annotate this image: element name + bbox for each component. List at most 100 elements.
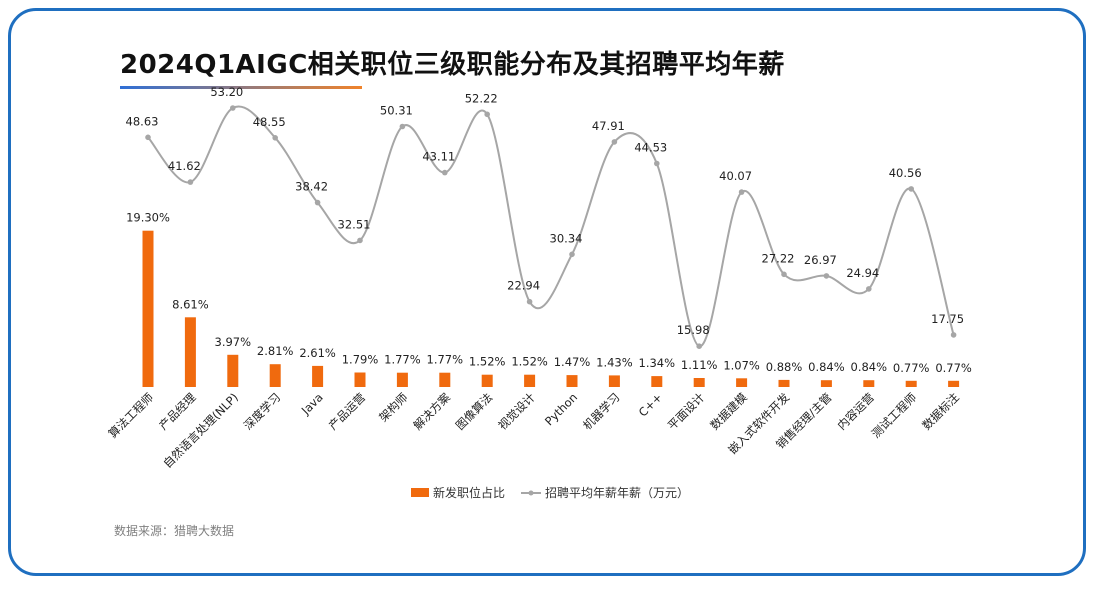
- bar-value-label: 0.88%: [766, 360, 803, 374]
- salary-point-3: [272, 135, 279, 141]
- bar-16: [820, 380, 832, 387]
- bar-value-label: 1.11%: [681, 358, 718, 372]
- bar-value-label: 2.81%: [257, 344, 294, 358]
- salary-point-10: [569, 251, 575, 258]
- salary-line-layer: 48.63 41.62 53.20 48.55 38.42 32.51 50.31 43.11…: [126, 85, 964, 350]
- x-axis-labels: 算法工程师 产品经理自然语言处理(NLP) 深度学习 Java 产品运营 架构师 解决方案图…: [106, 390, 963, 471]
- bar-0: [142, 230, 154, 387]
- bar-3: [269, 364, 281, 387]
- salary-point-19: [950, 332, 957, 338]
- salary-point-11: [611, 139, 618, 145]
- bar-15: [778, 379, 790, 387]
- bar-4: [312, 365, 324, 387]
- salary-value-label: 24.94: [846, 266, 879, 280]
- salary-point-17: [866, 286, 872, 292]
- x-tick-label: 内容运营: [834, 390, 876, 432]
- salary-value-label: 41.62: [168, 159, 201, 173]
- slide-frame: [8, 8, 1086, 576]
- x-tick-label: 自然语言处理(NLP): [160, 390, 241, 471]
- x-tick-label: 机器学习: [580, 390, 622, 432]
- bar-value-label: 0.84%: [808, 360, 845, 374]
- bar-value-label: 1.77%: [384, 353, 421, 367]
- bar-18: [905, 380, 917, 387]
- bar-5: [354, 372, 366, 387]
- x-tick-label: 产品运营: [326, 390, 368, 432]
- salary-point-4: [314, 199, 321, 206]
- salary-point-8: [484, 111, 491, 118]
- bar-17: [863, 380, 875, 387]
- bar-value-label: 1.79%: [342, 353, 379, 367]
- legend-bar-swatch: [411, 488, 429, 497]
- data-source-note: 数据来源：猎聘大数据: [114, 524, 235, 538]
- legend-bar-label: 新发职位占比: [433, 485, 505, 500]
- bar-6: [396, 372, 408, 387]
- x-tick-label: Java: [298, 390, 326, 418]
- salary-point-6: [399, 123, 406, 130]
- legend-line-label: 招聘平均年薪年薪（万元）: [545, 486, 689, 500]
- legend: 新发职位占比 招聘平均年薪年薪（万元）: [411, 485, 689, 500]
- bar-value-label: 1.34%: [639, 356, 676, 370]
- x-tick-label: C++: [636, 390, 665, 419]
- bar-2: [227, 354, 239, 387]
- bar-value-label: 2.61%: [299, 346, 336, 360]
- bar-9: [524, 374, 536, 387]
- x-tick-label: 图像算法: [453, 390, 495, 432]
- salary-value-label: 40.07: [719, 169, 752, 183]
- bar-12: [651, 376, 663, 387]
- chart-title: 2024Q1AIGC相关职位三级职能分布及其招聘平均年薪: [120, 50, 785, 80]
- salary-value-label: 48.55: [253, 115, 286, 129]
- bar-8: [481, 374, 493, 387]
- title-underline: [120, 86, 362, 89]
- salary-value-label: 48.63: [126, 114, 159, 128]
- bar-value-label: 1.52%: [511, 355, 548, 369]
- x-tick-label: 视觉设计: [495, 390, 538, 433]
- salary-value-label: 52.22: [465, 91, 498, 105]
- salary-point-14: [738, 189, 745, 195]
- salary-value-label: 47.91: [592, 119, 625, 133]
- bar-value-label: 1.07%: [723, 358, 760, 372]
- salary-point-13: [696, 343, 702, 350]
- bar-10: [566, 375, 578, 387]
- bar-11: [608, 375, 620, 387]
- salary-point-7: [442, 169, 448, 176]
- x-tick-label: Python: [542, 390, 580, 428]
- salary-point-2: [230, 105, 236, 111]
- salary-value-label: 53.20: [210, 85, 243, 99]
- salary-value-label: 15.98: [677, 323, 710, 337]
- salary-value-label: 50.31: [380, 104, 413, 118]
- bar-1: [184, 317, 196, 387]
- x-tick-label: 算法工程师: [106, 390, 157, 441]
- salary-point-5: [357, 237, 363, 244]
- bars-layer: 19.30% 8.61% 3.97% 2.81% 2.61% 1.79% 1.77% 1.77…: [126, 211, 972, 387]
- salary-point-12: [654, 160, 660, 167]
- bar-value-label: 8.61%: [172, 297, 209, 311]
- salary-point-15: [781, 271, 787, 278]
- bar-19: [948, 380, 960, 387]
- salary-value-label: 26.97: [804, 253, 837, 267]
- bar-value-label: 0.77%: [935, 361, 972, 375]
- x-tick-label: 数据建模: [707, 390, 750, 433]
- bar-value-label: 1.47%: [554, 355, 591, 369]
- x-tick-label: 平面设计: [665, 390, 708, 433]
- bar-value-label: 3.97%: [215, 335, 252, 349]
- salary-point-18: [908, 186, 914, 192]
- x-tick-label: 架构师: [376, 390, 410, 424]
- bar-14: [736, 378, 748, 387]
- salary-point-9: [526, 298, 533, 305]
- bar-7: [439, 372, 451, 387]
- bar-value-label: 1.52%: [469, 355, 506, 369]
- salary-value-label: 27.22: [762, 251, 795, 265]
- x-tick-label: 深度学习: [241, 390, 283, 432]
- x-tick-label: 产品经理: [156, 390, 199, 433]
- salary-value-label: 44.53: [634, 141, 667, 155]
- bar-value-label: 19.30%: [126, 211, 170, 225]
- bar-13: [693, 378, 705, 387]
- salary-value-label: 38.42: [295, 180, 328, 194]
- bar-value-label: 1.43%: [596, 355, 633, 369]
- salary-point-0: [145, 134, 151, 141]
- salary-value-label: 17.75: [931, 312, 964, 326]
- salary-value-label: 43.11: [422, 150, 455, 164]
- legend-line-marker: [528, 490, 534, 496]
- salary-value-label: 30.34: [550, 231, 583, 245]
